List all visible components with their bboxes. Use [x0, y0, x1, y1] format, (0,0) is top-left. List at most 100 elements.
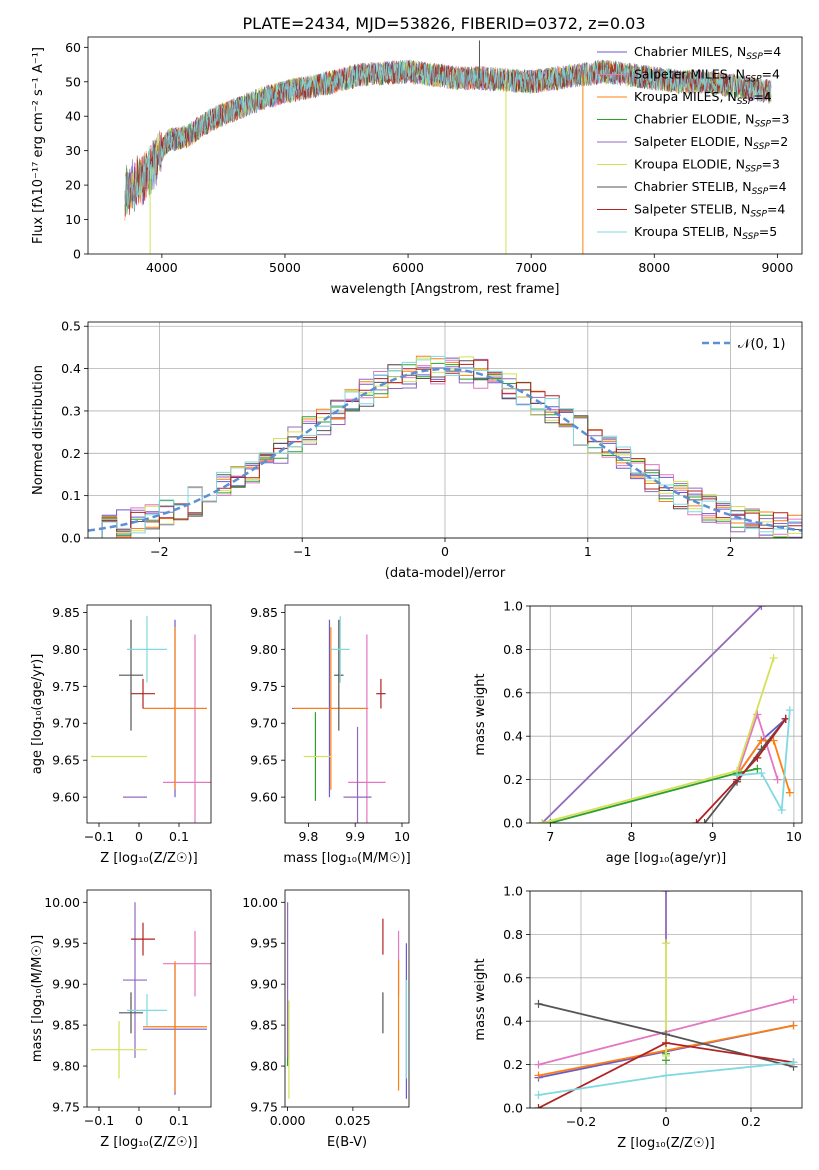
- weight-marker: [733, 771, 742, 780]
- plot-area-residuals: [88, 355, 802, 538]
- x-tick-label: 10: [786, 829, 802, 844]
- x-tick-label: 9.8: [298, 829, 318, 844]
- y-tick-label: 0.6: [503, 685, 523, 700]
- x-tick-label: 10: [394, 829, 410, 844]
- x-tick-label: 7000: [515, 260, 547, 275]
- axes-weight-vs-age: 7 8 9 10 0.0 0.2 0.4 0.6 0.8 1.0 age [log₁₀(age/yr…: [473, 599, 803, 866]
- errorbar-salpeter-elodie: [343, 726, 372, 823]
- y-tick-label: 9.60: [250, 790, 278, 805]
- legend-entry: Chabrier MILES, NSSP=4: [634, 44, 781, 62]
- plot-area-mass-vs-Z: [91, 902, 211, 1095]
- y-tick-label: 9.80: [52, 642, 80, 657]
- y-tick-label: 0.6: [503, 970, 523, 985]
- axes-age-vs-Z: −0.1 0 0.1 9.60 9.65 9.70 9.75 9.80 9.85 Z [log₁₀…: [30, 604, 212, 866]
- y-tick-label: 9.80: [250, 1059, 278, 1074]
- y-tick-label: 9.90: [250, 977, 278, 992]
- histogram-kroupa-stelib: [88, 355, 802, 538]
- x-tick-label: −1: [293, 544, 311, 559]
- weight-marker: [753, 753, 762, 762]
- legend-entry: Salpeter ELODIE, NSSP=2: [634, 134, 788, 152]
- x-axis-label: wavelength [Angstrom, rest frame]: [331, 282, 560, 297]
- legend-entry: Chabrier ELODIE, NSSP=3: [634, 112, 789, 130]
- x-tick-label: 0.2: [741, 1114, 761, 1129]
- errorbar-salpeter-miles: [163, 930, 211, 997]
- weight-marker: [534, 1104, 543, 1108]
- y-tick-label: 0.4: [503, 1014, 523, 1029]
- weight-marker: [785, 706, 794, 715]
- axes-spectrum: 4000 5000 6000 7000 8000 9000 0 10 20 30 40 50 60 wav…: [31, 36, 803, 297]
- y-tick-label: 9.85: [52, 1018, 80, 1033]
- weight-marker: [700, 819, 709, 823]
- x-tick-label: −0.2: [566, 1114, 596, 1129]
- x-axis-label: E(B-V): [327, 1135, 367, 1150]
- weight-marker: [777, 805, 786, 814]
- weight-marker: [753, 764, 762, 773]
- axes-frame: [86, 604, 212, 824]
- figure-title: PLATE=2434, MJD=53826, FIBERID=0372, z=0…: [242, 14, 645, 33]
- weight-marker: [789, 1021, 798, 1030]
- weight-line-kroupa-stelib: [736, 710, 791, 814]
- y-tick-label: 10: [65, 212, 81, 227]
- y-axis-label: mass weight: [473, 673, 488, 755]
- y-tick-label: 9.60: [52, 790, 80, 805]
- weight-marker: [662, 939, 670, 948]
- x-tick-label: 4000: [146, 260, 178, 275]
- axes-residuals: −2 −1 0 1 2 0.0 0.1 0.2 0.3 0.4 0.5 (data-model)/er…: [31, 319, 803, 581]
- errorbar-kroupa-stelib: [127, 993, 167, 1027]
- errorbar-kroupa-stelib: [127, 616, 167, 683]
- axes-frame: [284, 604, 410, 824]
- errorbar-kroupa-miles: [143, 627, 207, 790]
- x-tick-label: 8: [628, 829, 636, 844]
- weight-marker: [662, 1051, 670, 1060]
- weight-marker: [757, 736, 766, 745]
- weight-marker: [534, 999, 543, 1008]
- y-tick-label: 0: [73, 247, 81, 262]
- x-axis-label: Z [log₁₀(Z/Z☉)]: [100, 851, 197, 866]
- x-axis-label: mass [log₁₀(M/M☉)]: [283, 851, 410, 866]
- x-tick-label: 0: [135, 1113, 143, 1128]
- plot-area-mass-vs-ebv: [287, 902, 407, 1099]
- x-tick-label: −0.1: [84, 829, 114, 844]
- weight-marker: [662, 1030, 670, 1039]
- y-tick-label: 10.00: [242, 895, 278, 910]
- axes-frame: [86, 889, 212, 1108]
- y-tick-label: 1.0: [503, 884, 523, 899]
- y-tick-label: 0.0: [503, 816, 523, 831]
- x-tick-label: 0: [135, 829, 143, 844]
- weight-marker: [534, 1060, 543, 1069]
- y-tick-label: 0.2: [503, 1057, 523, 1072]
- errorbar-chabrier-stelib: [119, 992, 143, 1034]
- x-axis-label: (data-model)/error: [385, 566, 506, 581]
- weight-marker: [773, 775, 782, 784]
- weight-marker: [769, 654, 778, 663]
- x-tick-label: −0.1: [84, 1113, 114, 1128]
- legend: 𝒩(0, 1): [702, 337, 785, 352]
- y-tick-label: 0.8: [503, 642, 523, 657]
- y-tick-label: 9.95: [52, 936, 80, 951]
- y-tick-label: 9.85: [250, 1018, 278, 1033]
- y-axis-label: Normed distribution: [31, 365, 46, 495]
- y-tick-label: 9.85: [52, 605, 80, 620]
- y-tick-label: 9.75: [52, 679, 80, 694]
- plot-area-age-vs-mass: [292, 616, 386, 823]
- y-tick-label: 9.65: [250, 753, 278, 768]
- y-axis-label: mass weight: [473, 958, 488, 1040]
- x-tick-label: 9000: [761, 260, 793, 275]
- y-tick-label: 0.8: [503, 927, 523, 942]
- y-tick-label: 0.2: [503, 772, 523, 787]
- errorbar-salpeter-miles: [348, 634, 386, 823]
- weight-marker: [757, 769, 766, 778]
- weight-marker: [534, 1090, 543, 1099]
- y-tick-label: 9.75: [250, 1100, 278, 1115]
- weight-marker: [662, 1038, 670, 1047]
- errorbar-salpeter-elodie: [123, 902, 147, 1058]
- y-tick-label: 0.0: [503, 1101, 523, 1116]
- y-tick-label: 9.80: [52, 1059, 80, 1074]
- x-tick-label: 0.000: [270, 1113, 306, 1128]
- y-tick-label: 50: [65, 74, 81, 89]
- weight-marker: [538, 819, 547, 823]
- y-tick-label: 0.1: [61, 488, 81, 503]
- errorbar-chabrier-stelib: [119, 619, 143, 731]
- y-tick-label: 9.95: [250, 936, 278, 951]
